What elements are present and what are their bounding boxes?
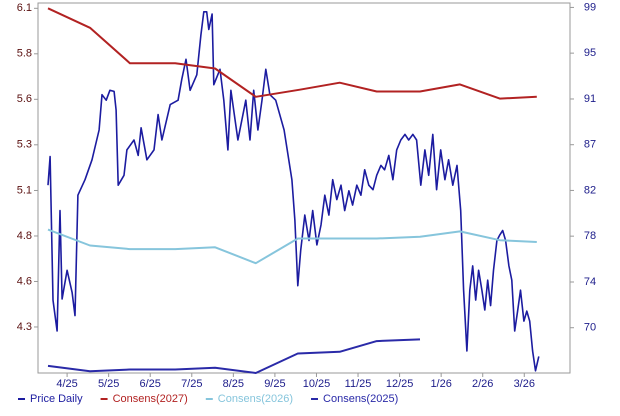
x-tick-label: 9/25: [264, 378, 285, 390]
y2-tick-label: 87: [584, 139, 596, 151]
y-tick-label: 5.3: [17, 139, 32, 151]
y2-tick-label: 82: [584, 184, 596, 196]
x-tick-label: 5/25: [98, 378, 119, 390]
x-tick-label: 2/26: [472, 378, 493, 390]
plot-frame: [37, 2, 571, 374]
y2-tick-label: 95: [584, 47, 596, 59]
y-tick-label: 5.1: [17, 184, 32, 196]
y2-tick-label: 70: [584, 322, 596, 334]
x-tick-label: 8/25: [223, 378, 244, 390]
x-tick-label: 1/26: [430, 378, 451, 390]
series-line: [47, 338, 421, 374]
x-tick-label: 11/25: [345, 378, 372, 390]
y-tick-label: 5.6: [17, 93, 32, 105]
x-tick-label: 3/26: [514, 378, 535, 390]
x-tick-label: 4/25: [56, 378, 77, 390]
y-tick-label: 6.1: [17, 2, 32, 14]
y-tick-label: 4.8: [17, 230, 32, 242]
y-tick-label: 4.6: [17, 275, 32, 287]
x-tick-label: 6/25: [140, 378, 161, 390]
y2-tick-label: 91: [584, 93, 596, 105]
y2-tick-label: 78: [584, 230, 596, 242]
legend-label: Consens(2027): [113, 393, 188, 405]
y-tick-label: 4.3: [17, 321, 32, 333]
legend-label: Consens(2025): [323, 393, 398, 405]
x-tick-label: 7/25: [181, 378, 202, 390]
series-line: [47, 11, 540, 372]
x-tick-label: 12/25: [386, 378, 414, 390]
x-tick-label: 10/25: [303, 378, 331, 390]
legend-label: Consens(2026): [218, 393, 293, 405]
y-tick-label: 5.8: [17, 48, 32, 60]
series-line: [47, 7, 537, 100]
y2-tick-label: 99: [584, 1, 596, 13]
y2-tick-label: 74: [584, 276, 596, 288]
series-line: [47, 228, 537, 265]
legend-label: Price Daily: [30, 393, 83, 405]
